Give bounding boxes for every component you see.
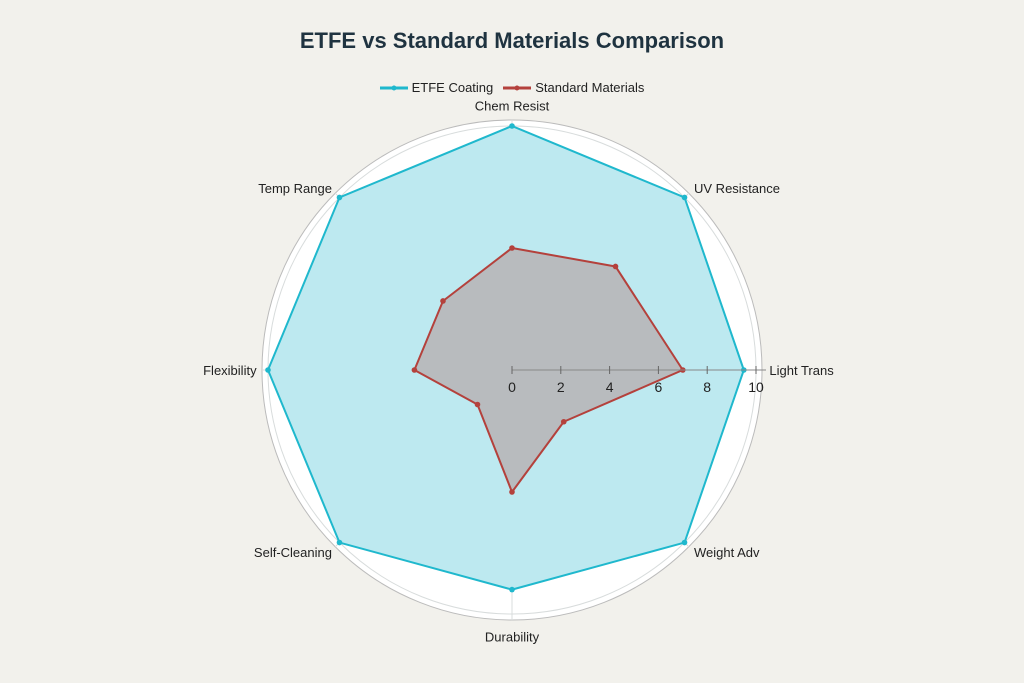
legend: ETFE Coating Standard Materials	[0, 80, 1024, 95]
radial-tick-label: 6	[655, 379, 663, 395]
data-point-0	[681, 539, 688, 546]
data-point-1	[612, 263, 619, 270]
data-point-1	[509, 489, 515, 495]
category-label: Weight Adv	[694, 545, 760, 560]
data-point-0	[336, 539, 343, 546]
data-point-1	[474, 401, 481, 408]
category-label: Temp Range	[258, 181, 332, 196]
radial-tick-label: 4	[606, 379, 614, 395]
legend-item-standard[interactable]: Standard Materials	[503, 80, 644, 95]
data-point-0	[265, 367, 271, 373]
legend-swatch-etfe	[379, 85, 408, 90]
legend-swatch-standard	[503, 85, 532, 90]
category-label: Flexibility	[203, 363, 257, 378]
chart-title: ETFE vs Standard Materials Comparison	[299, 28, 725, 53]
category-label: Self-Cleaning	[254, 545, 332, 560]
legend-label-standard: Standard Materials	[535, 80, 645, 95]
data-point-1	[509, 245, 515, 251]
data-point-1	[560, 418, 567, 425]
radial-tick-label: 2	[557, 379, 565, 395]
radial-tick-label: 0	[508, 379, 516, 395]
data-point-0	[509, 586, 515, 593]
data-point-0	[509, 123, 515, 129]
category-label: Light Trans	[769, 363, 834, 378]
data-point-0	[336, 194, 343, 201]
category-label: Durability	[485, 629, 540, 644]
category-label: Chem Resist	[475, 99, 550, 114]
category-label: UV Resistance	[694, 181, 780, 196]
data-point-0	[681, 194, 688, 201]
data-point-1	[440, 298, 446, 304]
legend-label-etfe: ETFE Coating	[411, 80, 494, 95]
radial-tick-label: 8	[703, 379, 711, 395]
radial-tick-label: 10	[748, 379, 764, 395]
legend-item-etfe[interactable]: ETFE Coating	[379, 80, 494, 95]
data-point-1	[411, 367, 418, 373]
